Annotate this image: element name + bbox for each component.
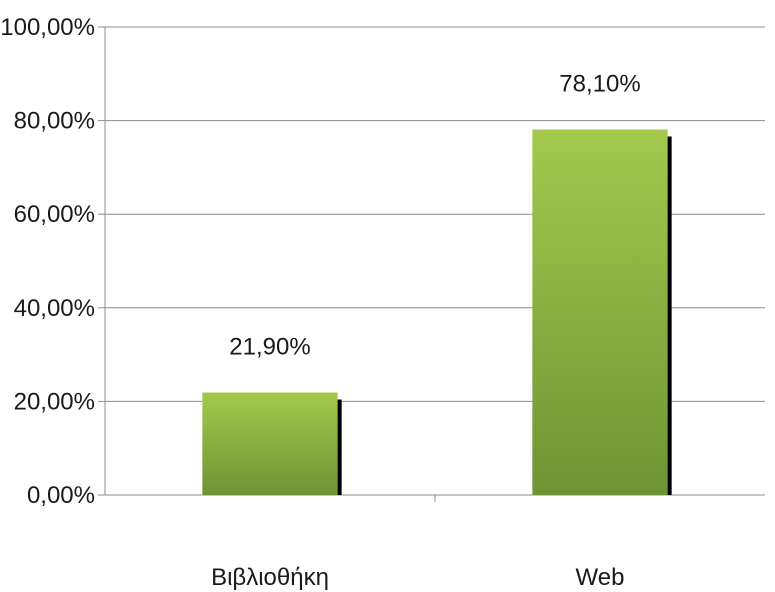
data-label: 21,90% bbox=[229, 334, 310, 361]
y-tick-label: 100,00% bbox=[0, 14, 95, 41]
bar-vivliothiki bbox=[202, 392, 338, 495]
bar-shadow bbox=[666, 136, 672, 495]
bar-web bbox=[532, 129, 668, 495]
data-label: 78,10% bbox=[559, 70, 640, 97]
y-tick-label: 20,00% bbox=[14, 388, 95, 415]
labels: 0,00% 20,00% 40,00% 60,00% 80,00% 100,00% 21,9… bbox=[0, 14, 640, 591]
y-tick-label: 0,00% bbox=[27, 482, 95, 509]
bar-shadow bbox=[336, 399, 342, 495]
y-tick-label: 40,00% bbox=[14, 295, 95, 322]
category-label: Βιβλιοθήκη bbox=[211, 564, 329, 591]
category-label: Web bbox=[576, 564, 625, 591]
bars bbox=[202, 129, 672, 495]
y-tick-label: 80,00% bbox=[14, 108, 95, 135]
y-tick-label: 60,00% bbox=[14, 201, 95, 228]
